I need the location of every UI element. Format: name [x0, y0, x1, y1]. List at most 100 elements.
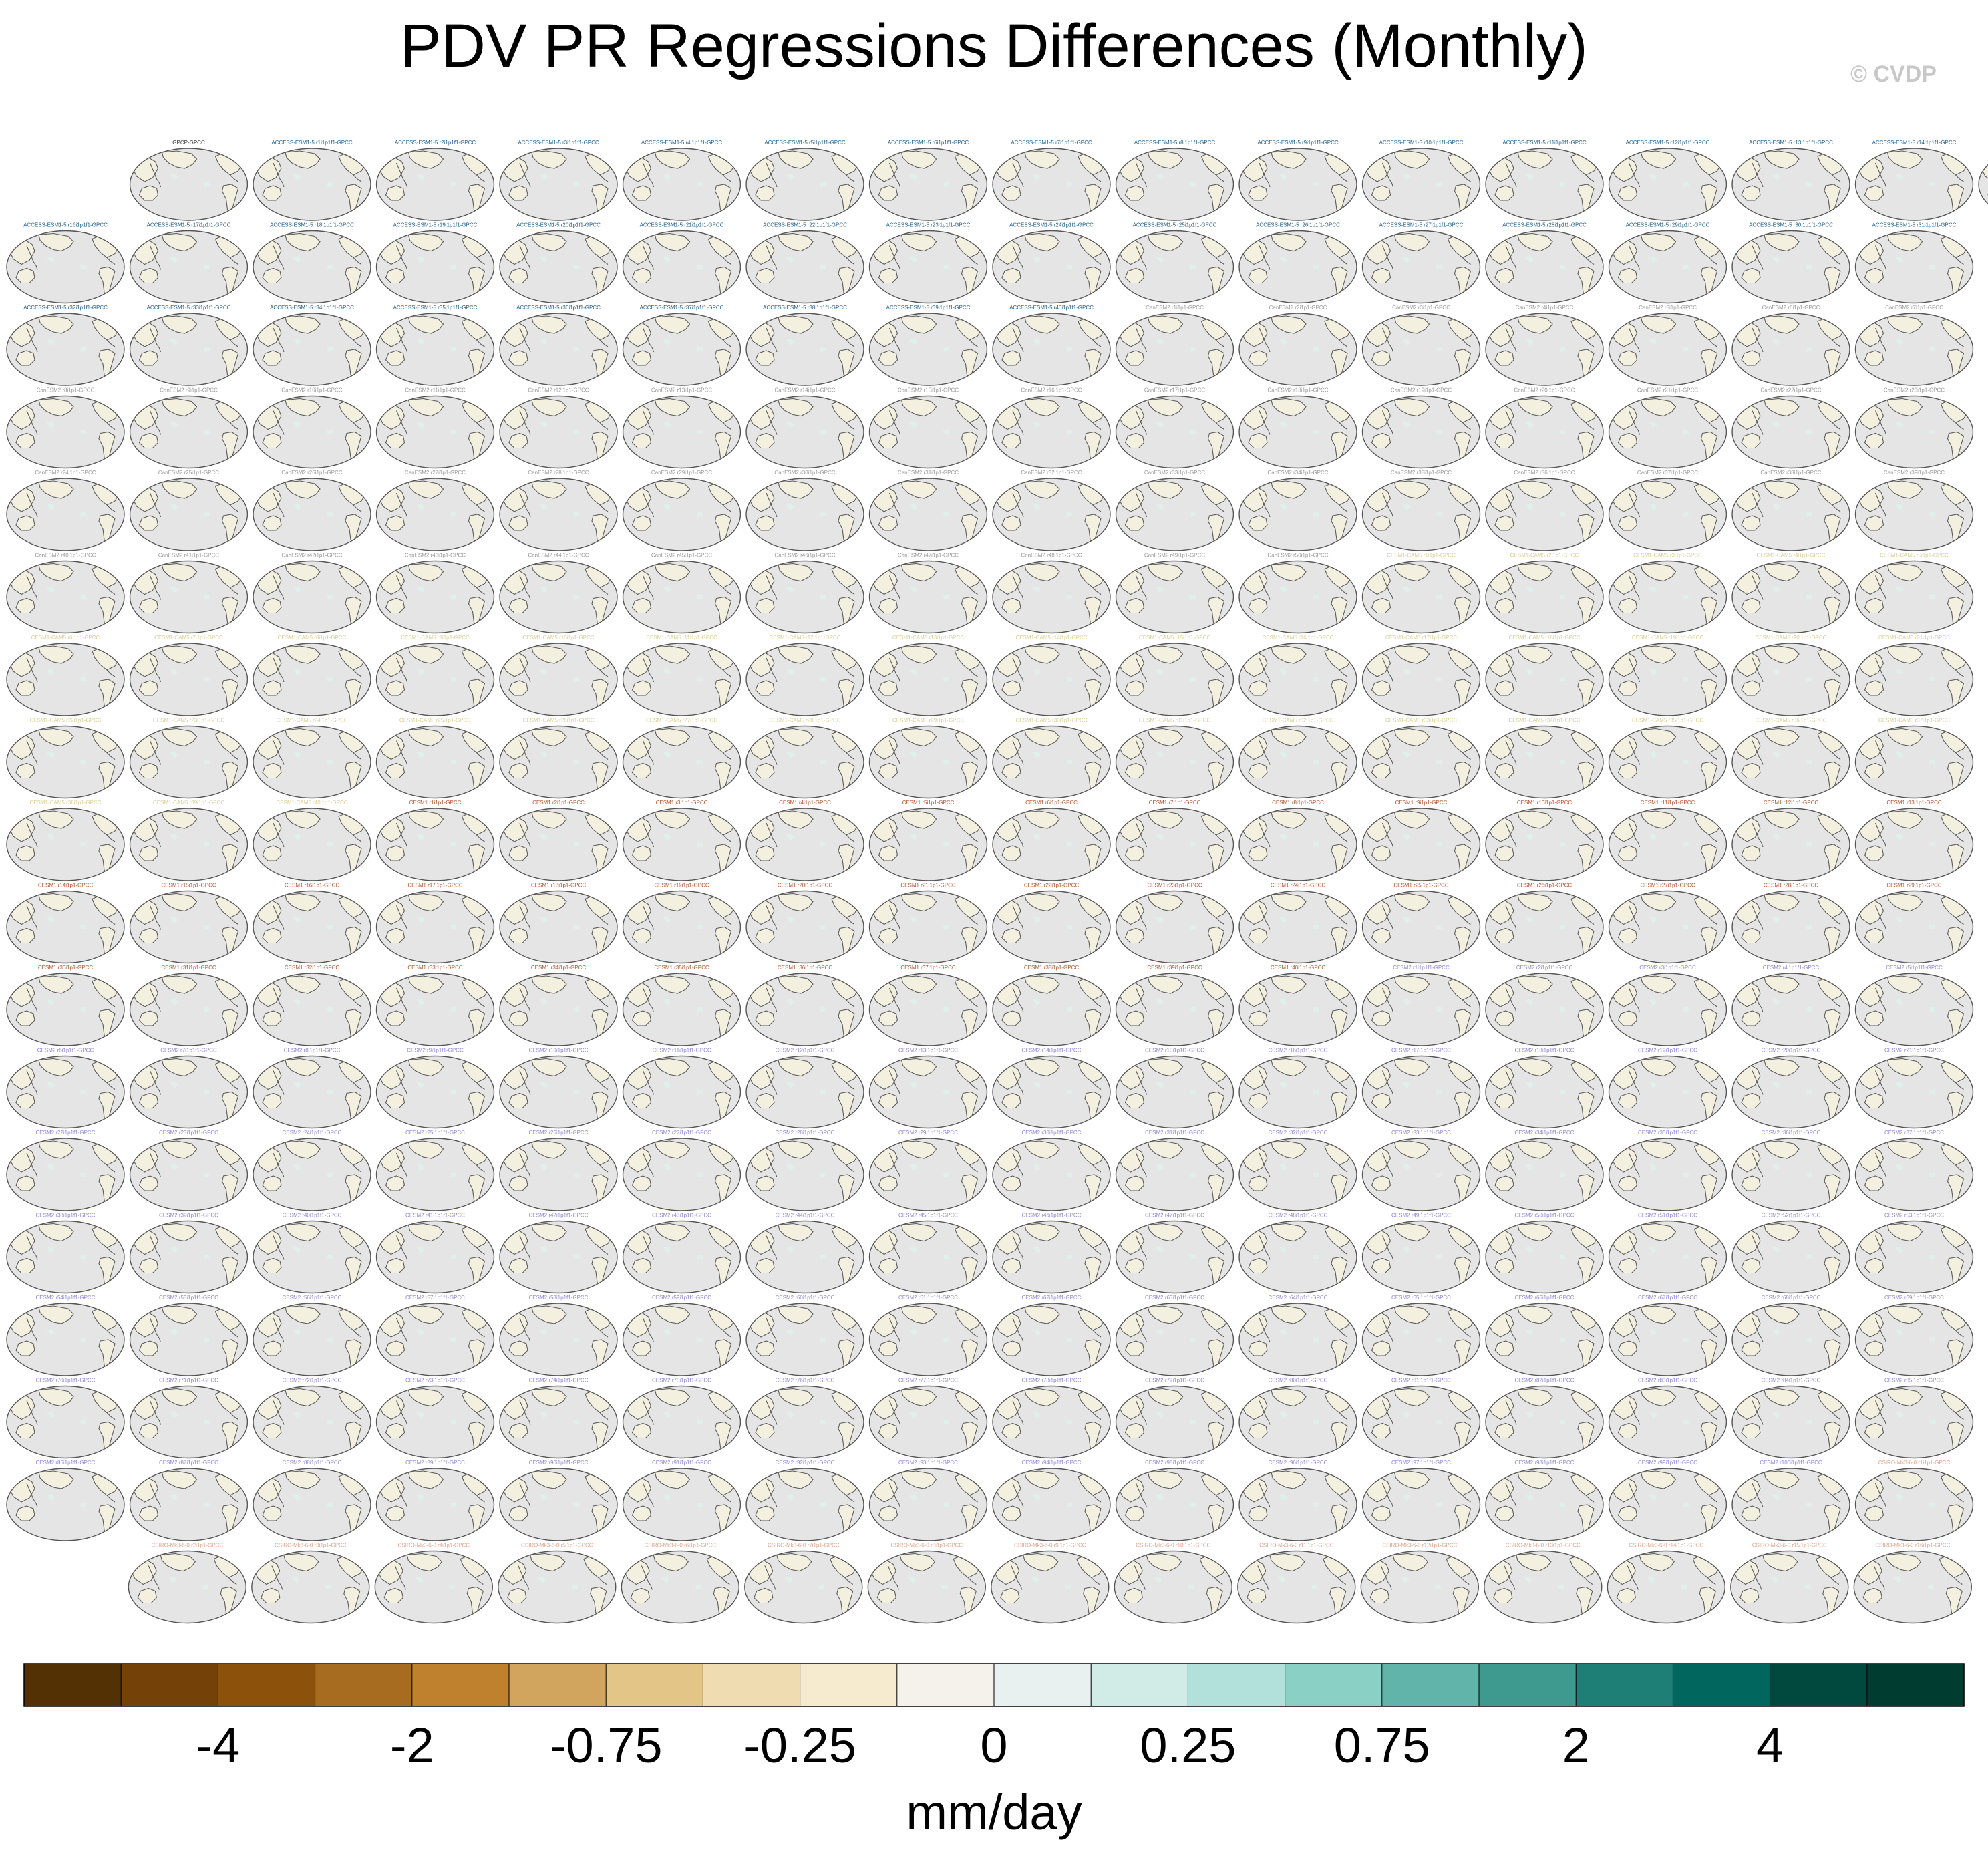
map-panel: CESM1-CAM5 r5i1p1-GPCC — [1856, 553, 1973, 633]
map-panel: CESM2 r24i1p1f1-GPCC — [253, 1130, 371, 1211]
panel-title: ACCESS-ESM1-5 r37i1p1f1-GPCC — [640, 305, 724, 311]
panel-title: CESM1-CAM5 r30i1p1-GPCC — [1015, 718, 1087, 724]
globe-map — [623, 1303, 741, 1376]
map-panel: CESM1-CAM5 r38i1p1-GPCC — [7, 800, 124, 881]
panel-title: CESM2 r12i1p1f1-GPCC — [776, 1048, 835, 1054]
map-panel: CSIRO-Mk3-6-0 r3i1p1-GPCC — [252, 1543, 369, 1623]
globe-map — [500, 973, 617, 1046]
map-panel: CESM2 r55i1p1f1-GPCC — [130, 1295, 248, 1376]
globe-map — [253, 891, 371, 963]
panel-title: CESM2 r61i1p1f1-GPCC — [898, 1295, 958, 1301]
panel-title: CESM2 r13i1p1f1-GPCC — [898, 1048, 958, 1054]
panel-title: CESM1 r3i1p1-GPCC — [656, 800, 708, 806]
globe-map — [746, 1221, 864, 1293]
panel-title: ACCESS-ESM1-5 r24i1p1f1-GPCC — [1009, 222, 1094, 228]
map-panel: CESM1-CAM5 r14i1p1-GPCC — [993, 635, 1110, 716]
panel-title: ACCESS-ESM1-5 r9i1p1f1-GPCC — [1257, 140, 1339, 146]
globe-map — [1239, 808, 1357, 881]
panel-title: CanESM2 r5i1p1-GPCC — [1639, 305, 1697, 311]
map-panel: CESM2 r94i1p1f1-GPCC — [993, 1460, 1110, 1541]
map-panel: CESM2 r16i1p1f1-GPCC — [1239, 1048, 1357, 1128]
panel-title: CESM1 r13i1p1-GPCC — [1886, 800, 1941, 806]
panel-title: ACCESS-ESM1-5 r5i1p1f1-GPCC — [764, 140, 846, 146]
colorbar-box — [121, 1664, 218, 1706]
panel-title: ACCESS-ESM1-5 r28i1p1f1-GPCC — [1502, 222, 1587, 228]
map-panel: CESM2 r63i1p1f1-GPCC — [1116, 1295, 1234, 1376]
panel-title: CESM2 r40i1p1f1-GPCC — [283, 1213, 342, 1219]
globe-map — [7, 561, 124, 633]
map-panel: CESM2 r73i1p1f1-GPCC — [377, 1378, 494, 1458]
map-panel: CSIRO-Mk3-6-0 r15i1p1-GPCC — [1731, 1543, 1848, 1623]
map-panel: CESM1-CAM5 r17i1p1-GPCC — [1363, 635, 1480, 716]
globe-map — [1979, 148, 1988, 220]
map-panel: CESM1-CAM5 r8i1p1-GPCC — [253, 635, 371, 716]
globe-map — [7, 1386, 124, 1458]
globe-map — [1856, 478, 1973, 551]
map-panel: CESM2 r90i1p1f1-GPCC — [500, 1460, 617, 1541]
map-panel: CanESM2 r34i1p1-GPCC — [1239, 470, 1357, 551]
globe-map — [993, 1138, 1110, 1211]
panel-title: CESM1-CAM5 r17i1p1-GPCC — [1385, 635, 1457, 641]
panel-title: CESM2 r54i1p1f1-GPCC — [36, 1295, 96, 1301]
globe-map — [130, 1221, 248, 1293]
map-panel: CESM2 r96i1p1f1-GPCC — [1239, 1460, 1357, 1541]
globe-map — [1484, 1551, 1602, 1623]
map-panel: CSIRO-Mk3-6-0 r9i1p1-GPCC — [991, 1543, 1109, 1623]
colorbar-tick-label: -2 — [390, 1718, 434, 1773]
map-panel: CanESM2 r43i1p1-GPCC — [377, 553, 494, 633]
panel-title: CESM1 r10i1p1-GPCC — [1517, 800, 1572, 806]
globe-map — [1856, 891, 1973, 963]
panel-title: CSIRO-Mk3-6-0 r4i1p1-GPCC — [398, 1543, 470, 1549]
panel-title: CESM1 r16i1p1-GPCC — [285, 883, 339, 889]
map-panel: CanESM2 r45i1p1-GPCC — [623, 553, 741, 633]
globe-map — [1856, 1386, 1973, 1458]
map-panel: CESM2 r60i1p1f1-GPCC — [746, 1295, 864, 1376]
panel-title: ACCESS-ESM1-5 r6i1p1f1-GPCC — [888, 140, 969, 146]
globe-map — [1486, 973, 1603, 1046]
panel-title: ACCESS-ESM1-5 r19i1p1f1-GPCC — [393, 222, 478, 228]
panel-title: CSIRO-Mk3-6-0 r10i1p1-GPCC — [1136, 1543, 1210, 1549]
map-panel: CESM2 r70i1p1f1-GPCC — [7, 1378, 124, 1458]
panel-title: CanESM2 r35i1p1-GPCC — [1391, 470, 1452, 476]
map-panel: CESM2 r49i1p1f1-GPCC — [1363, 1213, 1480, 1293]
panel-title: CanESM2 r45i1p1-GPCC — [651, 553, 712, 559]
panel-title: CESM1 r2i1p1-GPCC — [532, 800, 585, 806]
map-panel: CSIRO-Mk3-6-0 r12i1p1-GPCC — [1361, 1543, 1478, 1623]
globe-map — [623, 231, 741, 303]
panel-title: CESM1-CAM5 r33i1p1-GPCC — [1385, 718, 1457, 724]
colorbar-box — [411, 1664, 510, 1706]
map-panel: CESM2 r99i1p1f1-GPCC — [1609, 1460, 1727, 1541]
panel-title: CESM1 r7i1p1-GPCC — [1149, 800, 1201, 806]
globe-map — [130, 643, 248, 716]
map-panel: CESM1-CAM5 r1i1p1-GPCC — [1363, 553, 1480, 633]
globe-map — [1856, 396, 1973, 468]
map-panel: CESM2 r33i1p1f1-GPCC — [1363, 1130, 1480, 1211]
map-panel: CESM1 r33i1p1-GPCC — [377, 965, 494, 1046]
panel-title: CanESM2 r30i1p1-GPCC — [774, 470, 835, 476]
globe-map — [1239, 148, 1357, 220]
map-panel: CanESM2 r12i1p1-GPCC — [500, 387, 617, 468]
globe-map — [1609, 1056, 1727, 1128]
colorbar-box — [24, 1664, 122, 1706]
globe-map — [7, 1303, 124, 1376]
globe-map — [1609, 973, 1727, 1046]
map-panel: CESM2 r45i1p1f1-GPCC — [870, 1213, 987, 1293]
map-panel: ACCESS-ESM1-5 r14i1p1f1-GPCC — [1856, 140, 1973, 220]
map-panel: CESM2 r11i1p1f1-GPCC — [623, 1048, 741, 1128]
map-panel: CanESM2 r4i1p1-GPCC — [1486, 305, 1603, 385]
panel-title: ACCESS-ESM1-5 r36i1p1f1-GPCC — [516, 305, 601, 311]
map-panel: CanESM2 r14i1p1-GPCC — [746, 387, 864, 468]
map-panel: ACCESS-ESM1-5 r38i1p1f1-GPCC — [746, 305, 864, 385]
globe-map — [993, 1386, 1110, 1458]
panel-title: CESM1-CAM5 r18i1p1-GPCC — [1508, 635, 1580, 641]
panel-title: CESM1-CAM5 r32i1p1-GPCC — [1262, 718, 1333, 724]
map-panel: CanESM2 r41i1p1-GPCC — [130, 553, 248, 633]
panel-title: CESM2 r93i1p1f1-GPCC — [898, 1460, 958, 1466]
globe-map — [1486, 1468, 1603, 1541]
panel-title: CanESM2 r25i1p1-GPCC — [158, 470, 219, 476]
panel-title: CanESM2 r42i1p1-GPCC — [281, 553, 342, 559]
panel-title: CESM2 r75i1p1f1-GPCC — [652, 1378, 711, 1384]
panel-title: CanESM2 r17i1p1-GPCC — [1144, 387, 1205, 394]
map-panel: CESM2 r23i1p1f1-GPCC — [130, 1130, 248, 1211]
panel-title: CanESM2 r32i1p1-GPCC — [1021, 470, 1082, 476]
